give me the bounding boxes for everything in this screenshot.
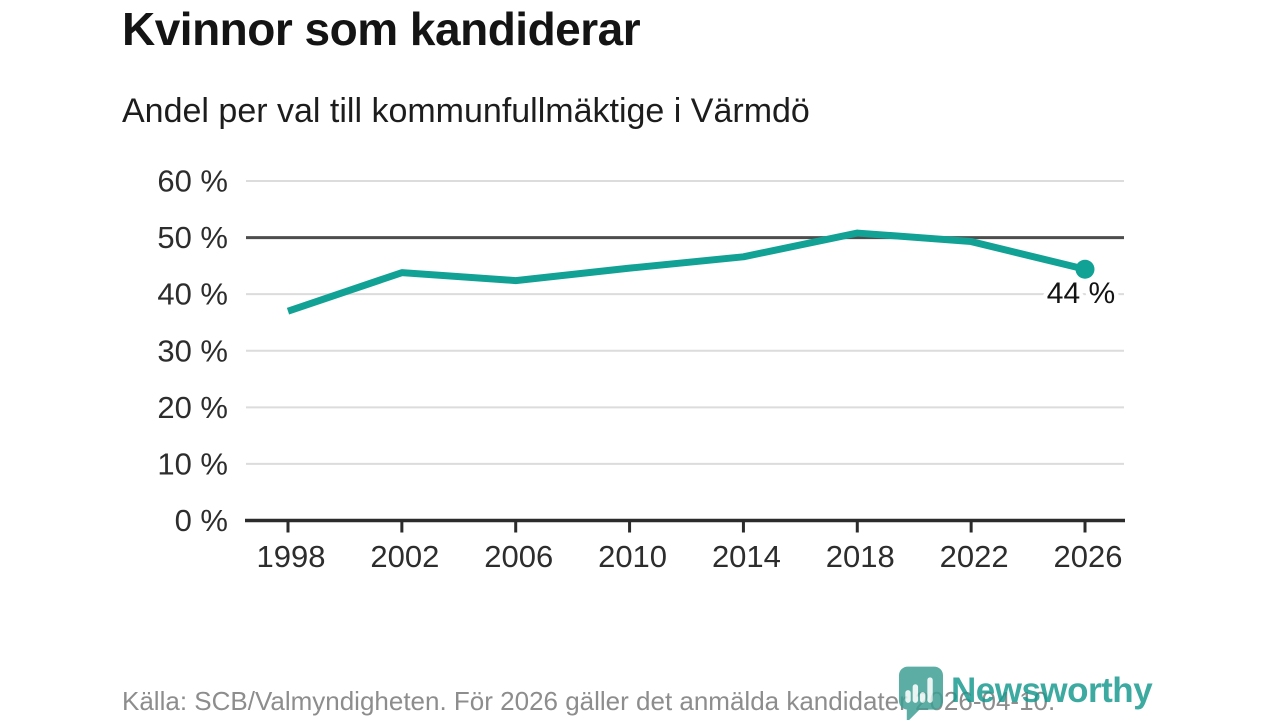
newsworthy-logo: Newsworthy — [897, 665, 1153, 720]
x-tick-label: 1998 — [257, 539, 326, 574]
y-tick-label: 20 % — [157, 390, 228, 425]
bar-chart-bubble-icon — [898, 666, 944, 720]
chart-subtitle: Andel per val till kommunfullmäktige i V… — [122, 92, 810, 130]
page-title: Kvinnor som kandiderar — [122, 3, 641, 55]
y-tick-label: 40 % — [157, 277, 228, 312]
end-value-label: 44 % — [1047, 277, 1115, 310]
y-tick-label: 10 % — [157, 446, 228, 481]
end-point-marker — [1075, 259, 1095, 279]
y-tick-label: 60 % — [157, 164, 228, 199]
x-tick-label: 2018 — [826, 539, 895, 574]
y-tick-label: 30 % — [157, 333, 228, 368]
x-tick-label: 2022 — [940, 539, 1009, 574]
x-tick-label: 2026 — [1054, 539, 1123, 574]
x-tick-label: 2014 — [712, 539, 781, 574]
x-tick-label: 2010 — [598, 539, 667, 574]
x-tick-label: 2002 — [370, 539, 439, 574]
y-tick-label: 50 % — [157, 220, 228, 255]
data-line — [286, 229, 1086, 315]
brand-wordmark: Newsworthy — [951, 670, 1153, 710]
x-tick-label: 2006 — [484, 539, 553, 574]
bar-glyphs — [905, 677, 933, 703]
y-tick-label: 0 % — [175, 503, 228, 538]
